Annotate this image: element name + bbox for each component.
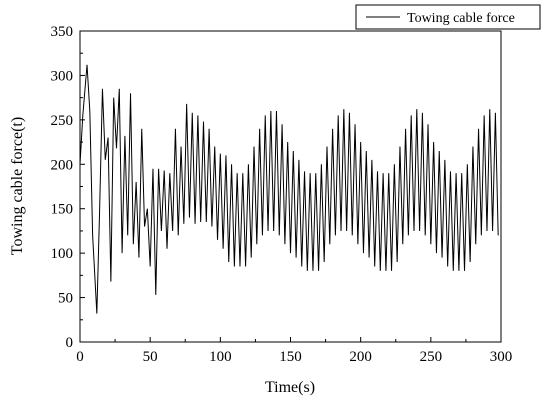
x-tick-label: 250 [420,349,443,365]
x-tick-label: 100 [209,349,232,365]
y-axis-ticks: 0 50 100 150 200 250 300 350 [51,24,85,351]
y-tick-label: 300 [51,68,74,84]
x-tick-label: 200 [349,349,372,365]
y-tick-label: 0 [66,335,74,351]
x-tick-label: 0 [76,349,84,365]
x-axis-ticks: 0 50 100 150 200 250 300 [76,337,512,365]
legend: Towing cable force [355,4,541,30]
x-tick-label: 150 [279,349,302,365]
x-axis-title: Time(s) [265,379,315,396]
y-tick-label: 50 [58,291,73,307]
y-tick-label: 100 [51,246,74,262]
y-tick-label: 200 [51,157,74,173]
y-tick-label: 250 [51,113,74,129]
x-tick-label: 300 [490,349,513,365]
y-axis-title: Towing cable force(t) [9,117,26,255]
series-line-towing-cable-force [79,64,499,314]
legend-label: Towing cable force [407,11,515,26]
y-tick-label: 150 [51,202,74,218]
y-tick-label: 350 [51,24,74,40]
x-tick-label: 50 [143,349,158,365]
